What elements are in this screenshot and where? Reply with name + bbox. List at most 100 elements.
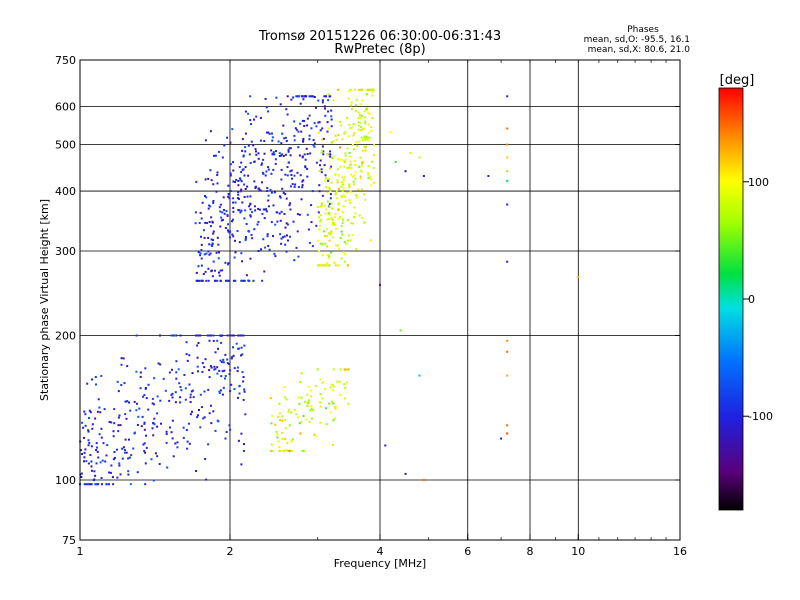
data-point bbox=[239, 178, 242, 181]
data-point bbox=[259, 189, 262, 192]
data-point bbox=[159, 399, 162, 402]
data-point bbox=[221, 156, 224, 159]
data-point bbox=[300, 372, 303, 375]
data-point bbox=[153, 377, 156, 380]
data-point bbox=[130, 454, 133, 457]
data-point bbox=[241, 353, 244, 356]
data-point bbox=[327, 257, 330, 260]
data-point bbox=[223, 144, 226, 147]
data-point bbox=[239, 177, 241, 180]
data-point bbox=[113, 422, 116, 425]
data-point bbox=[197, 342, 200, 344]
data-point bbox=[315, 161, 318, 164]
data-point bbox=[324, 388, 327, 391]
data-point bbox=[99, 461, 102, 464]
data-point bbox=[341, 211, 344, 213]
data-point bbox=[244, 146, 247, 149]
data-point bbox=[245, 274, 248, 277]
data-point bbox=[309, 409, 312, 412]
data-point bbox=[104, 460, 107, 463]
data-point bbox=[204, 358, 207, 361]
data-point bbox=[332, 385, 335, 388]
data-point bbox=[270, 149, 273, 152]
data-point bbox=[136, 471, 139, 474]
data-point bbox=[212, 200, 215, 202]
data-point bbox=[237, 193, 240, 196]
data-point bbox=[317, 264, 320, 267]
data-point bbox=[84, 448, 87, 451]
data-point bbox=[244, 188, 247, 190]
data-point bbox=[105, 454, 108, 457]
data-point bbox=[91, 469, 93, 472]
data-point bbox=[418, 156, 421, 159]
data-point bbox=[291, 183, 294, 186]
data-point bbox=[166, 466, 169, 469]
data-point bbox=[281, 415, 284, 418]
data-point bbox=[358, 88, 360, 91]
data-point bbox=[317, 99, 320, 102]
data-point bbox=[337, 187, 340, 190]
data-point bbox=[329, 197, 332, 200]
data-point bbox=[310, 417, 313, 420]
data-point bbox=[218, 390, 221, 393]
data-point bbox=[354, 171, 357, 174]
data-point bbox=[175, 360, 178, 363]
data-point bbox=[242, 168, 245, 171]
data-point bbox=[109, 471, 112, 474]
data-point bbox=[337, 158, 340, 161]
data-point bbox=[289, 170, 292, 173]
data-point bbox=[159, 334, 161, 337]
data-point bbox=[308, 114, 311, 117]
data-point bbox=[319, 242, 322, 245]
data-point bbox=[313, 142, 316, 145]
data-point bbox=[330, 115, 333, 118]
data-point bbox=[83, 483, 86, 486]
y-tick-label: 750 bbox=[55, 54, 76, 67]
data-point bbox=[201, 201, 204, 204]
data-point bbox=[344, 154, 347, 157]
data-point bbox=[266, 235, 269, 238]
data-point bbox=[291, 177, 293, 180]
data-point bbox=[279, 154, 282, 157]
data-point bbox=[222, 386, 225, 389]
data-point bbox=[349, 127, 352, 129]
data-point bbox=[185, 353, 188, 356]
data-point bbox=[228, 231, 231, 234]
data-point bbox=[506, 374, 509, 377]
data-point bbox=[257, 152, 260, 155]
data-point bbox=[140, 425, 143, 428]
data-point bbox=[128, 456, 131, 459]
data-point bbox=[283, 386, 286, 388]
data-point bbox=[144, 451, 147, 454]
data-point bbox=[297, 416, 300, 419]
data-point bbox=[211, 242, 214, 245]
data-point bbox=[203, 253, 206, 256]
data-point bbox=[287, 149, 290, 152]
data-point bbox=[351, 234, 354, 237]
data-point bbox=[209, 252, 212, 255]
data-point bbox=[241, 260, 243, 263]
data-point bbox=[263, 152, 266, 155]
data-point bbox=[281, 153, 284, 156]
data-point bbox=[229, 141, 232, 144]
data-point bbox=[275, 150, 277, 153]
data-point bbox=[116, 476, 119, 479]
data-point bbox=[211, 275, 214, 278]
data-point bbox=[112, 458, 115, 461]
data-point bbox=[350, 173, 352, 176]
data-point bbox=[219, 389, 222, 392]
data-point bbox=[119, 473, 122, 476]
data-point bbox=[242, 398, 245, 401]
data-point bbox=[276, 436, 279, 439]
data-point bbox=[256, 223, 259, 226]
data-point bbox=[355, 194, 358, 197]
data-point bbox=[324, 179, 327, 182]
data-point bbox=[277, 440, 280, 443]
data-point bbox=[281, 438, 284, 441]
data-point bbox=[369, 88, 372, 91]
data-point bbox=[175, 377, 178, 380]
data-point bbox=[245, 223, 248, 225]
data-point bbox=[292, 220, 295, 223]
data-point bbox=[199, 252, 202, 255]
data-point bbox=[264, 97, 267, 100]
